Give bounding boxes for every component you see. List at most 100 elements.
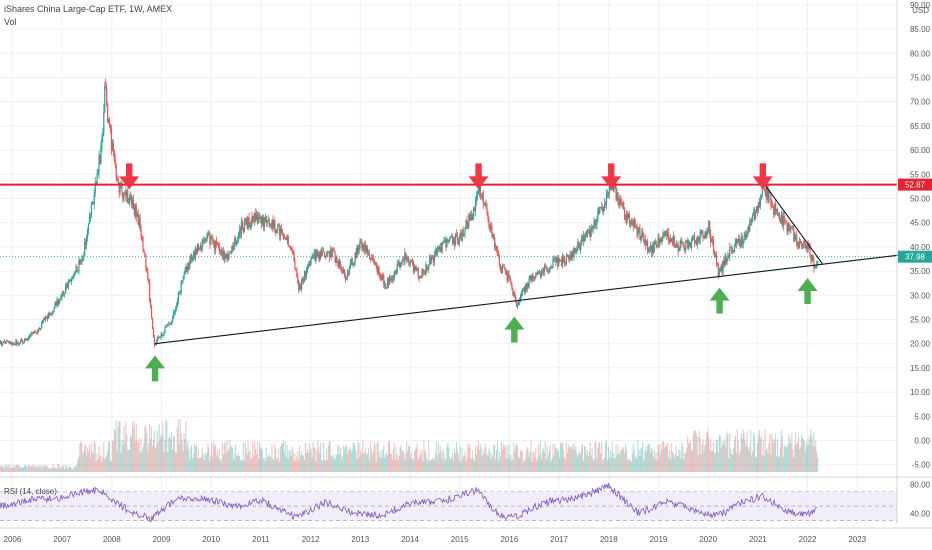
volume-bar	[1, 467, 4, 472]
volume-bar	[576, 453, 578, 472]
volume-bar	[273, 459, 275, 472]
candle-body	[361, 241, 363, 248]
candle-body	[423, 273, 425, 274]
candle-body	[400, 263, 402, 268]
volume-bar	[541, 451, 543, 472]
candle-body	[728, 255, 730, 258]
candle-body	[752, 213, 754, 222]
y-tick-label: 40.00	[910, 243, 931, 252]
candle-body	[101, 136, 103, 147]
volume-bar	[383, 445, 385, 472]
volume-bar	[529, 452, 531, 472]
volume-bar	[278, 448, 280, 472]
volume-bar	[639, 455, 641, 472]
candle-body	[3, 341, 6, 343]
volume-bar	[0, 466, 2, 472]
candle-body	[189, 260, 191, 267]
volume-bar	[645, 446, 647, 472]
volume-bar	[59, 467, 61, 472]
volume-bar	[24, 464, 26, 472]
volume-bar	[125, 421, 127, 472]
volume-bar	[286, 444, 288, 472]
volume-bar	[263, 458, 265, 472]
volume-bar	[571, 449, 573, 472]
volume-bar	[758, 430, 760, 472]
candle-body	[630, 221, 632, 223]
candle-body	[399, 262, 401, 268]
volume-bar	[203, 459, 205, 472]
candle-body	[789, 228, 791, 231]
volume-bar	[16, 464, 18, 472]
volume-bar	[31, 465, 33, 472]
candle-body	[383, 276, 385, 287]
volume-bar	[572, 445, 574, 472]
volume-bar	[330, 455, 332, 472]
volume-bar	[60, 467, 62, 472]
volume-bar	[144, 426, 146, 472]
candle-body	[0, 341, 3, 345]
chart-header: iShares China Large-Cap ETF, 1W, AMEX Vo…	[4, 3, 172, 29]
volume-bar	[17, 464, 19, 472]
volume-bar	[164, 439, 166, 472]
volume-bar	[323, 442, 325, 472]
volume-bar	[765, 449, 767, 472]
volume-bar	[183, 432, 185, 472]
candle-body	[102, 132, 104, 137]
candle-body	[265, 216, 267, 223]
candle-body	[552, 259, 554, 268]
candle-body	[307, 264, 309, 268]
volume-bar	[522, 461, 524, 472]
candle-body	[179, 291, 181, 293]
candle-body	[677, 244, 679, 252]
candle-body	[223, 250, 225, 260]
candle-body	[711, 238, 714, 241]
candle-body	[347, 273, 350, 274]
volume-bar	[369, 441, 371, 472]
candle-body	[787, 222, 789, 232]
candle-body	[413, 266, 416, 272]
volume-bar	[665, 445, 667, 472]
candle-body	[292, 249, 294, 254]
candle-body	[494, 237, 496, 248]
candle-body	[509, 275, 511, 281]
candle-body	[149, 282, 151, 300]
candle-body	[786, 222, 788, 232]
volume-bar	[749, 446, 751, 472]
volume-bar	[327, 445, 329, 472]
volume-bar	[754, 435, 756, 472]
candle-body	[49, 313, 51, 316]
volume-bar	[474, 445, 477, 472]
candle-body	[801, 244, 804, 246]
candle-body	[260, 216, 263, 225]
candle-body	[65, 283, 68, 287]
candle-body	[140, 229, 142, 237]
volume-bar	[95, 461, 97, 472]
candle-layer	[0, 78, 819, 348]
candle-body	[658, 237, 660, 244]
candle-body	[350, 259, 352, 263]
candle-body	[158, 336, 160, 338]
candle-body	[63, 290, 65, 295]
volume-bar	[466, 458, 468, 472]
candle-body	[94, 182, 96, 194]
y-tick-label: 55.00	[910, 170, 931, 179]
volume-bar	[658, 445, 660, 472]
volume-bar	[702, 439, 704, 472]
volume-bar	[483, 453, 485, 472]
candle-body	[24, 338, 27, 340]
volume-bar	[729, 433, 731, 472]
volume-bar	[597, 448, 599, 472]
volume-bar	[118, 420, 120, 472]
volume-bar	[332, 454, 334, 472]
x-tick-label: 2016	[500, 535, 518, 544]
volume-bar	[354, 446, 356, 472]
candle-body	[131, 199, 134, 205]
candle-body	[654, 240, 656, 244]
candle-body	[597, 209, 599, 221]
volume-bar	[425, 452, 427, 472]
candle-body	[238, 229, 241, 236]
candle-body	[465, 220, 467, 229]
candle-body	[84, 241, 86, 256]
volume-bar	[527, 448, 529, 472]
